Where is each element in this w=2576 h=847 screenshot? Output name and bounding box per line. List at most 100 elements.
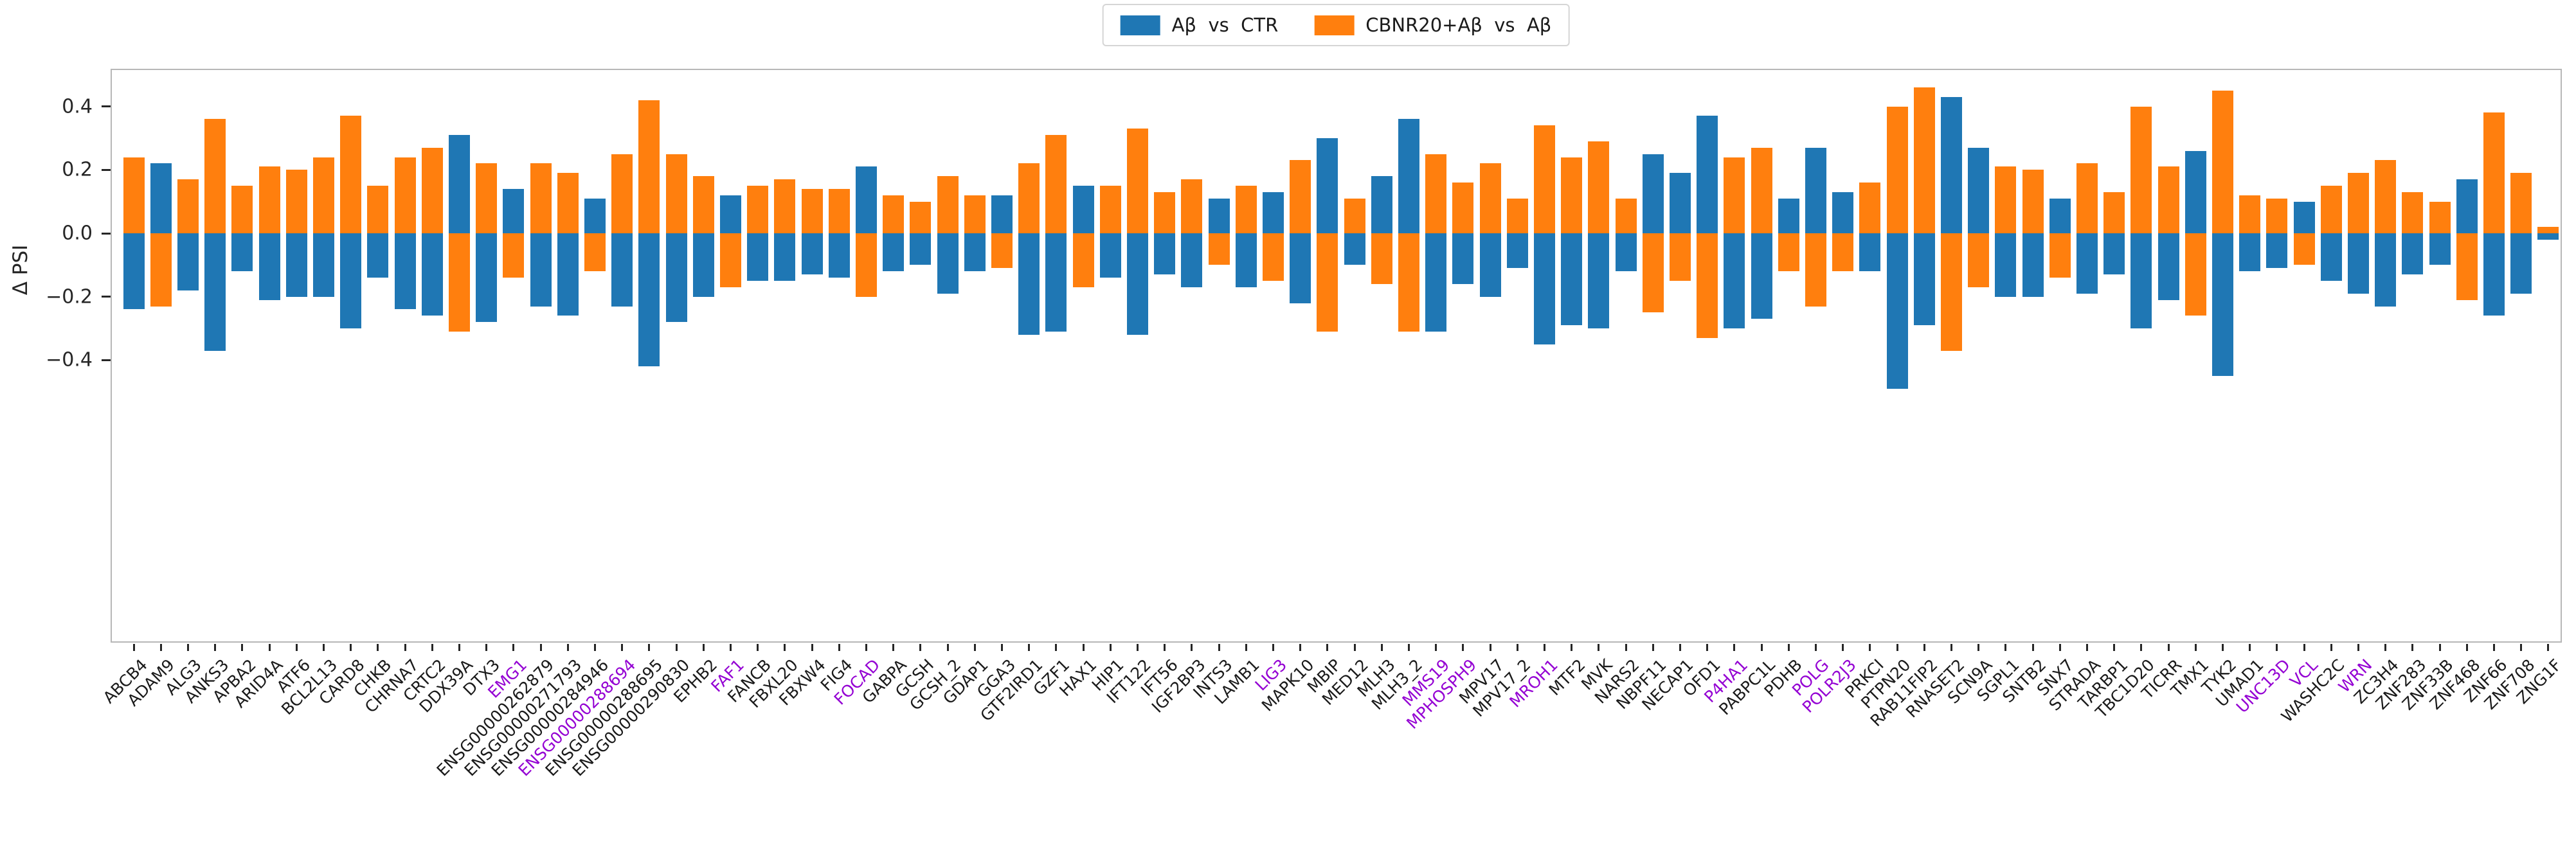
- bar-ZNF468-cbnr20ab-vs-ab: [2456, 233, 2478, 300]
- bar-SCN9A-ab-vs-ctr: [1968, 147, 1990, 233]
- bar-FBXW4-cbnr20ab-vs-ab: [801, 188, 823, 233]
- bar-MPHOSPH9-ab-vs-ctr: [1452, 233, 1474, 284]
- x-tick-mark: [1082, 644, 1085, 651]
- bar-ENSG00000284946-ab-vs-ctr: [584, 198, 606, 233]
- x-tick-mark: [1706, 644, 1709, 651]
- y-tick-mark: [102, 296, 111, 298]
- bar-MED12-cbnr20ab-vs-ab: [1344, 198, 1365, 233]
- bar-RAB11FIP2-cbnr20ab-vs-ab: [1913, 87, 1935, 233]
- bar-TBC1D20-cbnr20ab-vs-ab: [2130, 106, 2152, 233]
- x-tick-mark: [1408, 644, 1410, 651]
- bar-MLH3_2-cbnr20ab-vs-ab: [1398, 233, 1419, 332]
- x-tick-mark: [458, 644, 460, 651]
- bar-MTF2-cbnr20ab-vs-ab: [1561, 157, 1583, 233]
- bar-ENSG00000271793-cbnr20ab-vs-ab: [557, 173, 579, 233]
- bar-IFT56-ab-vs-ctr: [1154, 233, 1176, 275]
- legend-item-cbnr20-ab-vs-ab: CBNR20+Aβ vs Aβ: [1314, 14, 1551, 36]
- bar-ZNF468-ab-vs-ctr: [2456, 179, 2478, 233]
- bar-CARD8-ab-vs-ctr: [340, 233, 362, 329]
- x-tick-mark: [784, 644, 786, 651]
- bar-FOCAD-cbnr20ab-vs-ab: [856, 233, 877, 297]
- bar-ZNF708-cbnr20ab-vs-ab: [2510, 173, 2532, 233]
- bar-GGA3-cbnr20ab-vs-ab: [991, 233, 1013, 269]
- bar-CRTC2-ab-vs-ctr: [421, 233, 443, 316]
- bar-GCSH-cbnr20ab-vs-ab: [910, 201, 932, 233]
- bar-TICRR-ab-vs-ctr: [2157, 233, 2179, 300]
- bar-SNX7-cbnr20ab-vs-ab: [2049, 233, 2071, 278]
- x-tick-mark: [2438, 644, 2441, 651]
- bar-POLG-cbnr20ab-vs-ab: [1805, 233, 1826, 307]
- x-tick-mark: [2303, 644, 2305, 651]
- bar-ENSG00000288694-cbnr20ab-vs-ab: [611, 154, 633, 233]
- x-tick-mark: [1435, 644, 1437, 651]
- bar-CRTC2-cbnr20ab-vs-ab: [421, 147, 443, 233]
- bar-INTS3-cbnr20ab-vs-ab: [1208, 233, 1230, 265]
- legend-item-ab-vs-ctr: Aβ vs CTR: [1120, 14, 1279, 36]
- bar-TYK2-ab-vs-ctr: [2212, 233, 2233, 377]
- x-tick-mark: [1652, 644, 1654, 651]
- x-tick-mark: [2222, 644, 2224, 651]
- x-tick-mark: [1055, 644, 1058, 651]
- bar-MLH3-cbnr20ab-vs-ab: [1371, 233, 1392, 284]
- bar-MMS19-cbnr20ab-vs-ab: [1425, 154, 1447, 233]
- bar-NECAP1-cbnr20ab-vs-ab: [1670, 233, 1691, 281]
- x-tick-mark: [1869, 644, 1871, 651]
- bar-PDHB-ab-vs-ctr: [1778, 198, 1799, 233]
- bar-RAB11FIP2-ab-vs-ctr: [1913, 233, 1935, 326]
- bar-WASHC2C-ab-vs-ctr: [2320, 233, 2342, 281]
- bar-GCSH_2-ab-vs-ctr: [937, 233, 959, 294]
- bar-FBXL20-ab-vs-ctr: [774, 233, 796, 281]
- bar-ENSG00000284946-cbnr20ab-vs-ab: [584, 233, 606, 272]
- y-tick-label: 0.0: [62, 222, 93, 245]
- bar-GABPA-cbnr20ab-vs-ab: [883, 195, 905, 233]
- x-tick-mark: [268, 644, 271, 651]
- bar-CHKB-cbnr20ab-vs-ab: [367, 185, 389, 233]
- bar-GCSH_2-cbnr20ab-vs-ab: [937, 176, 959, 233]
- bar-ABCB4-ab-vs-ctr: [123, 233, 145, 310]
- x-tick-mark: [919, 644, 922, 651]
- bar-FANCB-ab-vs-ctr: [747, 233, 769, 281]
- x-tick-mark: [1516, 644, 1518, 651]
- bar-CHRNA7-ab-vs-ctr: [394, 233, 416, 310]
- bar-ZNF708-ab-vs-ctr: [2510, 233, 2532, 294]
- x-tick-mark: [838, 644, 840, 651]
- bar-NBPF11-cbnr20ab-vs-ab: [1642, 233, 1664, 313]
- bar-FIG4-cbnr20ab-vs-ab: [828, 188, 850, 233]
- bar-SNX7-ab-vs-ctr: [2049, 198, 2071, 233]
- bar-ENSG00000288695-ab-vs-ctr: [638, 233, 660, 367]
- bar-ARID4A-cbnr20ab-vs-ab: [258, 166, 280, 233]
- bar-DTX3-ab-vs-ctr: [476, 233, 498, 323]
- bar-ZC3H4-cbnr20ab-vs-ab: [2375, 160, 2397, 233]
- x-tick-mark: [1489, 644, 1491, 651]
- bar-ABCB4-cbnr20ab-vs-ab: [123, 157, 145, 233]
- bar-LIG3-cbnr20ab-vs-ab: [1263, 233, 1284, 281]
- x-tick-mark: [2520, 644, 2523, 651]
- bar-MLH3_2-ab-vs-ctr: [1398, 119, 1419, 233]
- bar-VCL-ab-vs-ctr: [2293, 201, 2315, 233]
- bar-TYK2-cbnr20ab-vs-ab: [2212, 90, 2233, 233]
- bar-ZNG1F-cbnr20ab-vs-ab: [2537, 227, 2559, 233]
- bar-ADAM9-ab-vs-ctr: [150, 163, 172, 233]
- bar-MVK-cbnr20ab-vs-ab: [1588, 141, 1610, 233]
- bar-SNTB2-ab-vs-ctr: [2022, 233, 2044, 297]
- x-tick-mark: [2330, 644, 2332, 651]
- x-tick-mark: [730, 644, 732, 651]
- x-tick-mark: [1598, 644, 1600, 651]
- bar-ENSG00000290830-ab-vs-ctr: [665, 233, 687, 323]
- bar-UNC13D-ab-vs-ctr: [2266, 233, 2288, 269]
- x-tick-mark: [566, 644, 569, 651]
- bar-ENSG00000290830-cbnr20ab-vs-ab: [665, 154, 687, 233]
- x-tick-mark: [1923, 644, 1925, 651]
- x-tick-mark: [1245, 644, 1247, 651]
- bar-ZNF33B-ab-vs-ctr: [2429, 233, 2451, 265]
- bar-MPHOSPH9-cbnr20ab-vs-ab: [1452, 183, 1474, 233]
- legend-label-ab-vs-ctr: Aβ vs CTR: [1171, 14, 1279, 36]
- bar-STRADA-cbnr20ab-vs-ab: [2076, 163, 2098, 233]
- bar-ZC3H4-ab-vs-ctr: [2375, 233, 2397, 307]
- bar-MPV17_2-ab-vs-ctr: [1506, 233, 1528, 269]
- bar-ALG3-cbnr20ab-vs-ab: [177, 179, 199, 233]
- bar-ENSG00000262879-ab-vs-ctr: [530, 233, 552, 307]
- bar-OFD1-ab-vs-ctr: [1697, 116, 1718, 233]
- x-tick-mark: [1787, 644, 1790, 651]
